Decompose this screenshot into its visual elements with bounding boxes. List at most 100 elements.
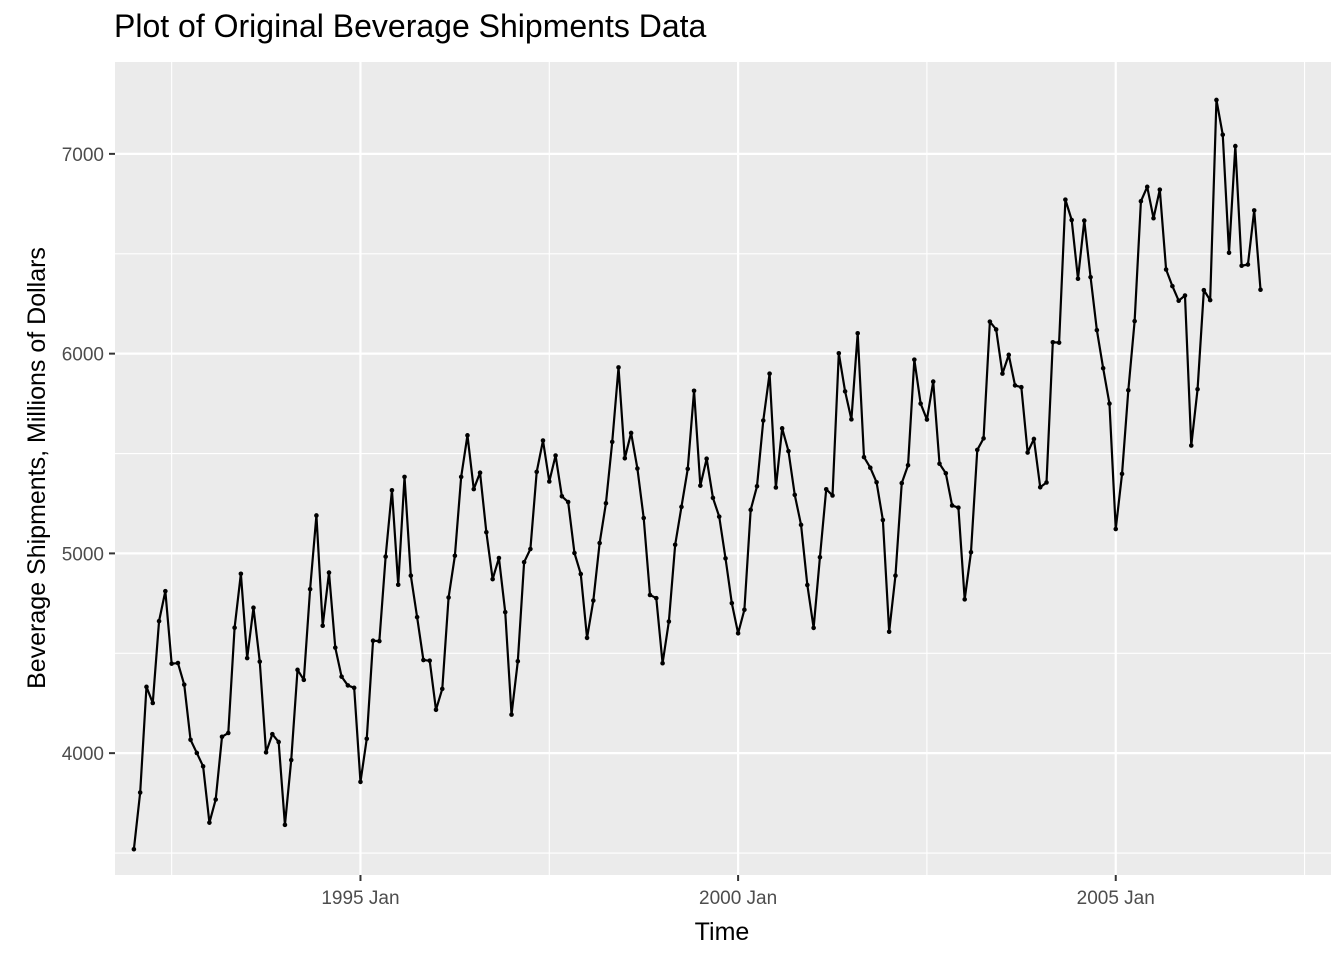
data-point	[395, 582, 401, 588]
data-point	[1170, 283, 1175, 289]
data-point	[974, 447, 980, 453]
data-point	[427, 658, 433, 663]
data-point	[156, 618, 162, 624]
data-point	[553, 453, 558, 458]
data-point	[546, 479, 552, 484]
data-point	[314, 513, 319, 518]
y-tick-label: 5000	[62, 544, 104, 565]
data-point	[389, 487, 395, 493]
x-tick-label: 1995 Jan	[321, 888, 399, 909]
series-line	[132, 98, 1262, 850]
data-point	[760, 418, 766, 423]
data-point	[572, 550, 577, 556]
data-point	[383, 554, 388, 559]
data-point	[238, 571, 244, 577]
data-point	[421, 657, 426, 663]
data-point	[521, 559, 527, 565]
y-axis: 4000 5000 6000 7000	[62, 145, 115, 765]
data-point	[993, 327, 999, 332]
data-point	[949, 503, 955, 508]
data-point	[320, 623, 326, 629]
data-point	[1025, 450, 1030, 455]
data-point	[1069, 217, 1074, 223]
data-point	[370, 638, 376, 643]
data-point	[1126, 387, 1131, 393]
data-point	[207, 820, 212, 825]
data-point	[1100, 365, 1106, 371]
data-point	[968, 549, 974, 555]
data-point	[943, 470, 949, 476]
data-point	[735, 631, 741, 636]
data-point	[188, 737, 193, 743]
data-point	[1182, 293, 1188, 298]
data-point	[924, 417, 930, 422]
data-point	[962, 597, 967, 602]
data-point	[1012, 383, 1018, 388]
data-point	[899, 480, 905, 486]
data-point	[219, 734, 225, 740]
data-point	[591, 598, 596, 603]
data-point	[742, 607, 747, 613]
data-point	[276, 739, 281, 745]
data-point	[509, 712, 514, 717]
data-point	[1019, 384, 1024, 390]
data-point	[439, 686, 445, 692]
data-point	[653, 595, 659, 601]
data-point	[855, 330, 860, 336]
data-point	[666, 619, 672, 624]
data-point	[1119, 471, 1125, 477]
data-point	[635, 466, 640, 471]
data-point	[1245, 262, 1251, 267]
data-point	[1233, 143, 1238, 149]
data-point	[345, 683, 351, 688]
data-point	[1138, 198, 1144, 204]
data-point	[452, 553, 458, 559]
data-point	[1056, 340, 1062, 345]
data-point	[679, 504, 684, 510]
data-point	[534, 469, 539, 475]
data-point	[867, 465, 873, 471]
data-point	[257, 659, 263, 664]
data-point	[446, 595, 451, 600]
data-point	[767, 371, 772, 376]
data-point	[351, 685, 357, 691]
y-tick-label: 6000	[62, 345, 104, 366]
data-point	[987, 319, 993, 324]
data-point	[597, 540, 602, 546]
data-point	[332, 645, 338, 650]
data-point	[559, 493, 565, 499]
data-point	[515, 658, 521, 664]
data-point	[628, 430, 634, 436]
data-point	[823, 486, 829, 492]
data-point	[565, 499, 571, 505]
data-point	[477, 470, 483, 475]
data-point	[886, 629, 892, 634]
data-point	[1207, 297, 1213, 303]
data-point	[930, 379, 936, 384]
data-point	[874, 479, 879, 485]
data-point	[163, 588, 168, 594]
data-point	[584, 635, 590, 641]
x-tick-label: 2005 Jan	[1077, 888, 1155, 909]
data-point	[502, 609, 508, 615]
data-point	[169, 661, 174, 666]
data-point	[1000, 371, 1005, 376]
data-point	[1214, 97, 1219, 103]
data-point	[880, 517, 886, 523]
data-point	[458, 474, 464, 480]
data-point	[811, 625, 816, 631]
data-point	[1132, 318, 1137, 324]
data-point	[842, 389, 848, 394]
data-point	[660, 660, 665, 666]
data-point	[937, 461, 942, 467]
data-point	[288, 757, 294, 763]
chart-title: Plot of Original Beverage Shipments Data	[114, 8, 707, 44]
data-point	[748, 507, 753, 513]
data-point	[1081, 218, 1087, 223]
data-point	[358, 779, 363, 785]
data-point	[471, 486, 477, 492]
data-point	[956, 505, 961, 510]
data-point	[263, 750, 269, 755]
data-point	[181, 682, 187, 687]
data-point	[981, 436, 986, 441]
